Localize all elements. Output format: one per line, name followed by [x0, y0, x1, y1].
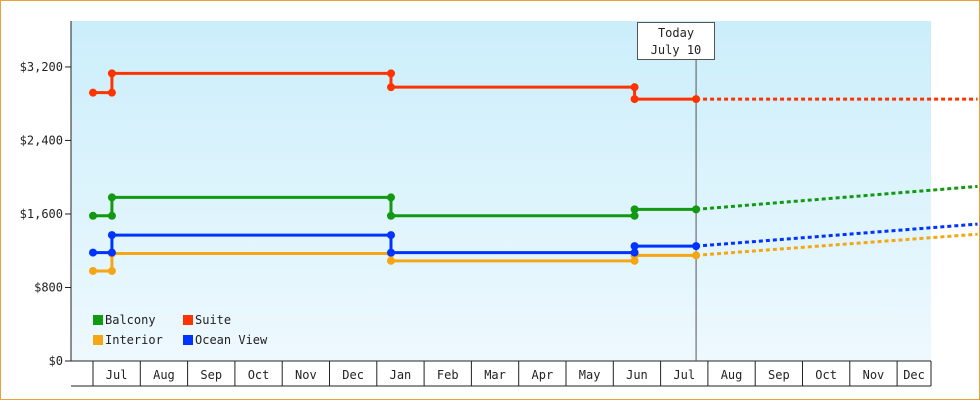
- x-tick-label: Mar: [484, 368, 506, 382]
- y-tick-label: $3,200: [20, 60, 63, 74]
- data-point: [386, 248, 395, 257]
- series-forecast-line: [695, 232, 978, 257]
- x-tick-label: Jan: [390, 368, 412, 382]
- plot-background: [71, 21, 931, 361]
- data-point: [107, 211, 116, 220]
- legend-swatch: [93, 335, 103, 345]
- data-point: [107, 69, 116, 78]
- data-point: [630, 211, 639, 220]
- data-point: [386, 193, 395, 202]
- series-forecast-line: [695, 222, 978, 248]
- legend-swatch: [183, 335, 193, 345]
- y-tick-label: $0: [49, 354, 63, 368]
- x-tick-label: May: [579, 368, 601, 382]
- legend-item-suite: Suite: [183, 313, 231, 327]
- x-tick-label: Sep: [768, 368, 790, 382]
- x-tick-label: Jul: [673, 368, 695, 382]
- x-tick-label: Dec: [903, 368, 925, 382]
- data-point: [630, 256, 639, 265]
- legend-label: Balcony: [105, 313, 156, 327]
- data-point: [630, 205, 639, 214]
- series-layer: [89, 69, 978, 275]
- legend-item-interior: Interior: [93, 333, 163, 347]
- x-tick-label: Jun: [626, 368, 648, 382]
- data-point: [107, 88, 116, 97]
- data-point: [107, 231, 116, 240]
- today-marker-box: Today July 10: [637, 22, 715, 60]
- x-tick-label: Nov: [863, 368, 885, 382]
- legend-item-ocean-view: Ocean View: [183, 333, 267, 347]
- data-point: [107, 248, 116, 257]
- today-label: Today: [657, 26, 695, 40]
- y-tick-label: $2,400: [20, 133, 63, 147]
- data-point: [386, 69, 395, 78]
- y-tick-label: $800: [34, 280, 63, 294]
- x-tick-label: Oct: [248, 368, 270, 382]
- data-point: [89, 211, 97, 220]
- data-point: [89, 248, 97, 257]
- data-point: [692, 251, 701, 260]
- legend-label: Suite: [195, 313, 232, 327]
- data-point: [630, 248, 639, 257]
- axes: $0 $800 $1,600 $2,400 $3,200 Jul Aug Sep Oct Nov D…: [20, 21, 932, 387]
- data-point: [692, 242, 701, 251]
- data-point: [386, 231, 395, 240]
- legend-item-balcony: Balcony: [93, 313, 156, 327]
- x-tick-label: Sep: [200, 368, 222, 382]
- x-tick-label: Feb: [437, 368, 459, 382]
- data-point: [630, 83, 639, 92]
- data-point: [107, 193, 116, 202]
- data-point: [386, 256, 395, 265]
- legend-swatch: [93, 315, 103, 325]
- legend-swatch: [183, 315, 193, 325]
- x-tick-label: Nov: [295, 368, 317, 382]
- x-tick-label: Oct: [815, 368, 837, 382]
- x-tick-label: Aug: [721, 368, 743, 382]
- data-point: [386, 83, 395, 92]
- data-point: [89, 266, 97, 275]
- series-forecast-line: [695, 184, 978, 211]
- data-point: [630, 95, 639, 104]
- legend-label: Interior: [105, 333, 163, 347]
- data-point: [692, 95, 701, 104]
- x-tick-label: Aug: [153, 368, 175, 382]
- data-point: [107, 266, 116, 275]
- today-date: July 10: [650, 43, 702, 57]
- data-point: [386, 211, 395, 220]
- x-tick-label: Apr: [532, 368, 554, 382]
- x-tick-label: Dec: [342, 368, 364, 382]
- data-point: [89, 88, 97, 97]
- x-tick-label: Jul: [106, 368, 128, 382]
- legend-label: Ocean View: [195, 333, 268, 347]
- y-tick-label: $1,600: [20, 207, 63, 221]
- data-point: [630, 242, 639, 251]
- data-point: [692, 205, 701, 214]
